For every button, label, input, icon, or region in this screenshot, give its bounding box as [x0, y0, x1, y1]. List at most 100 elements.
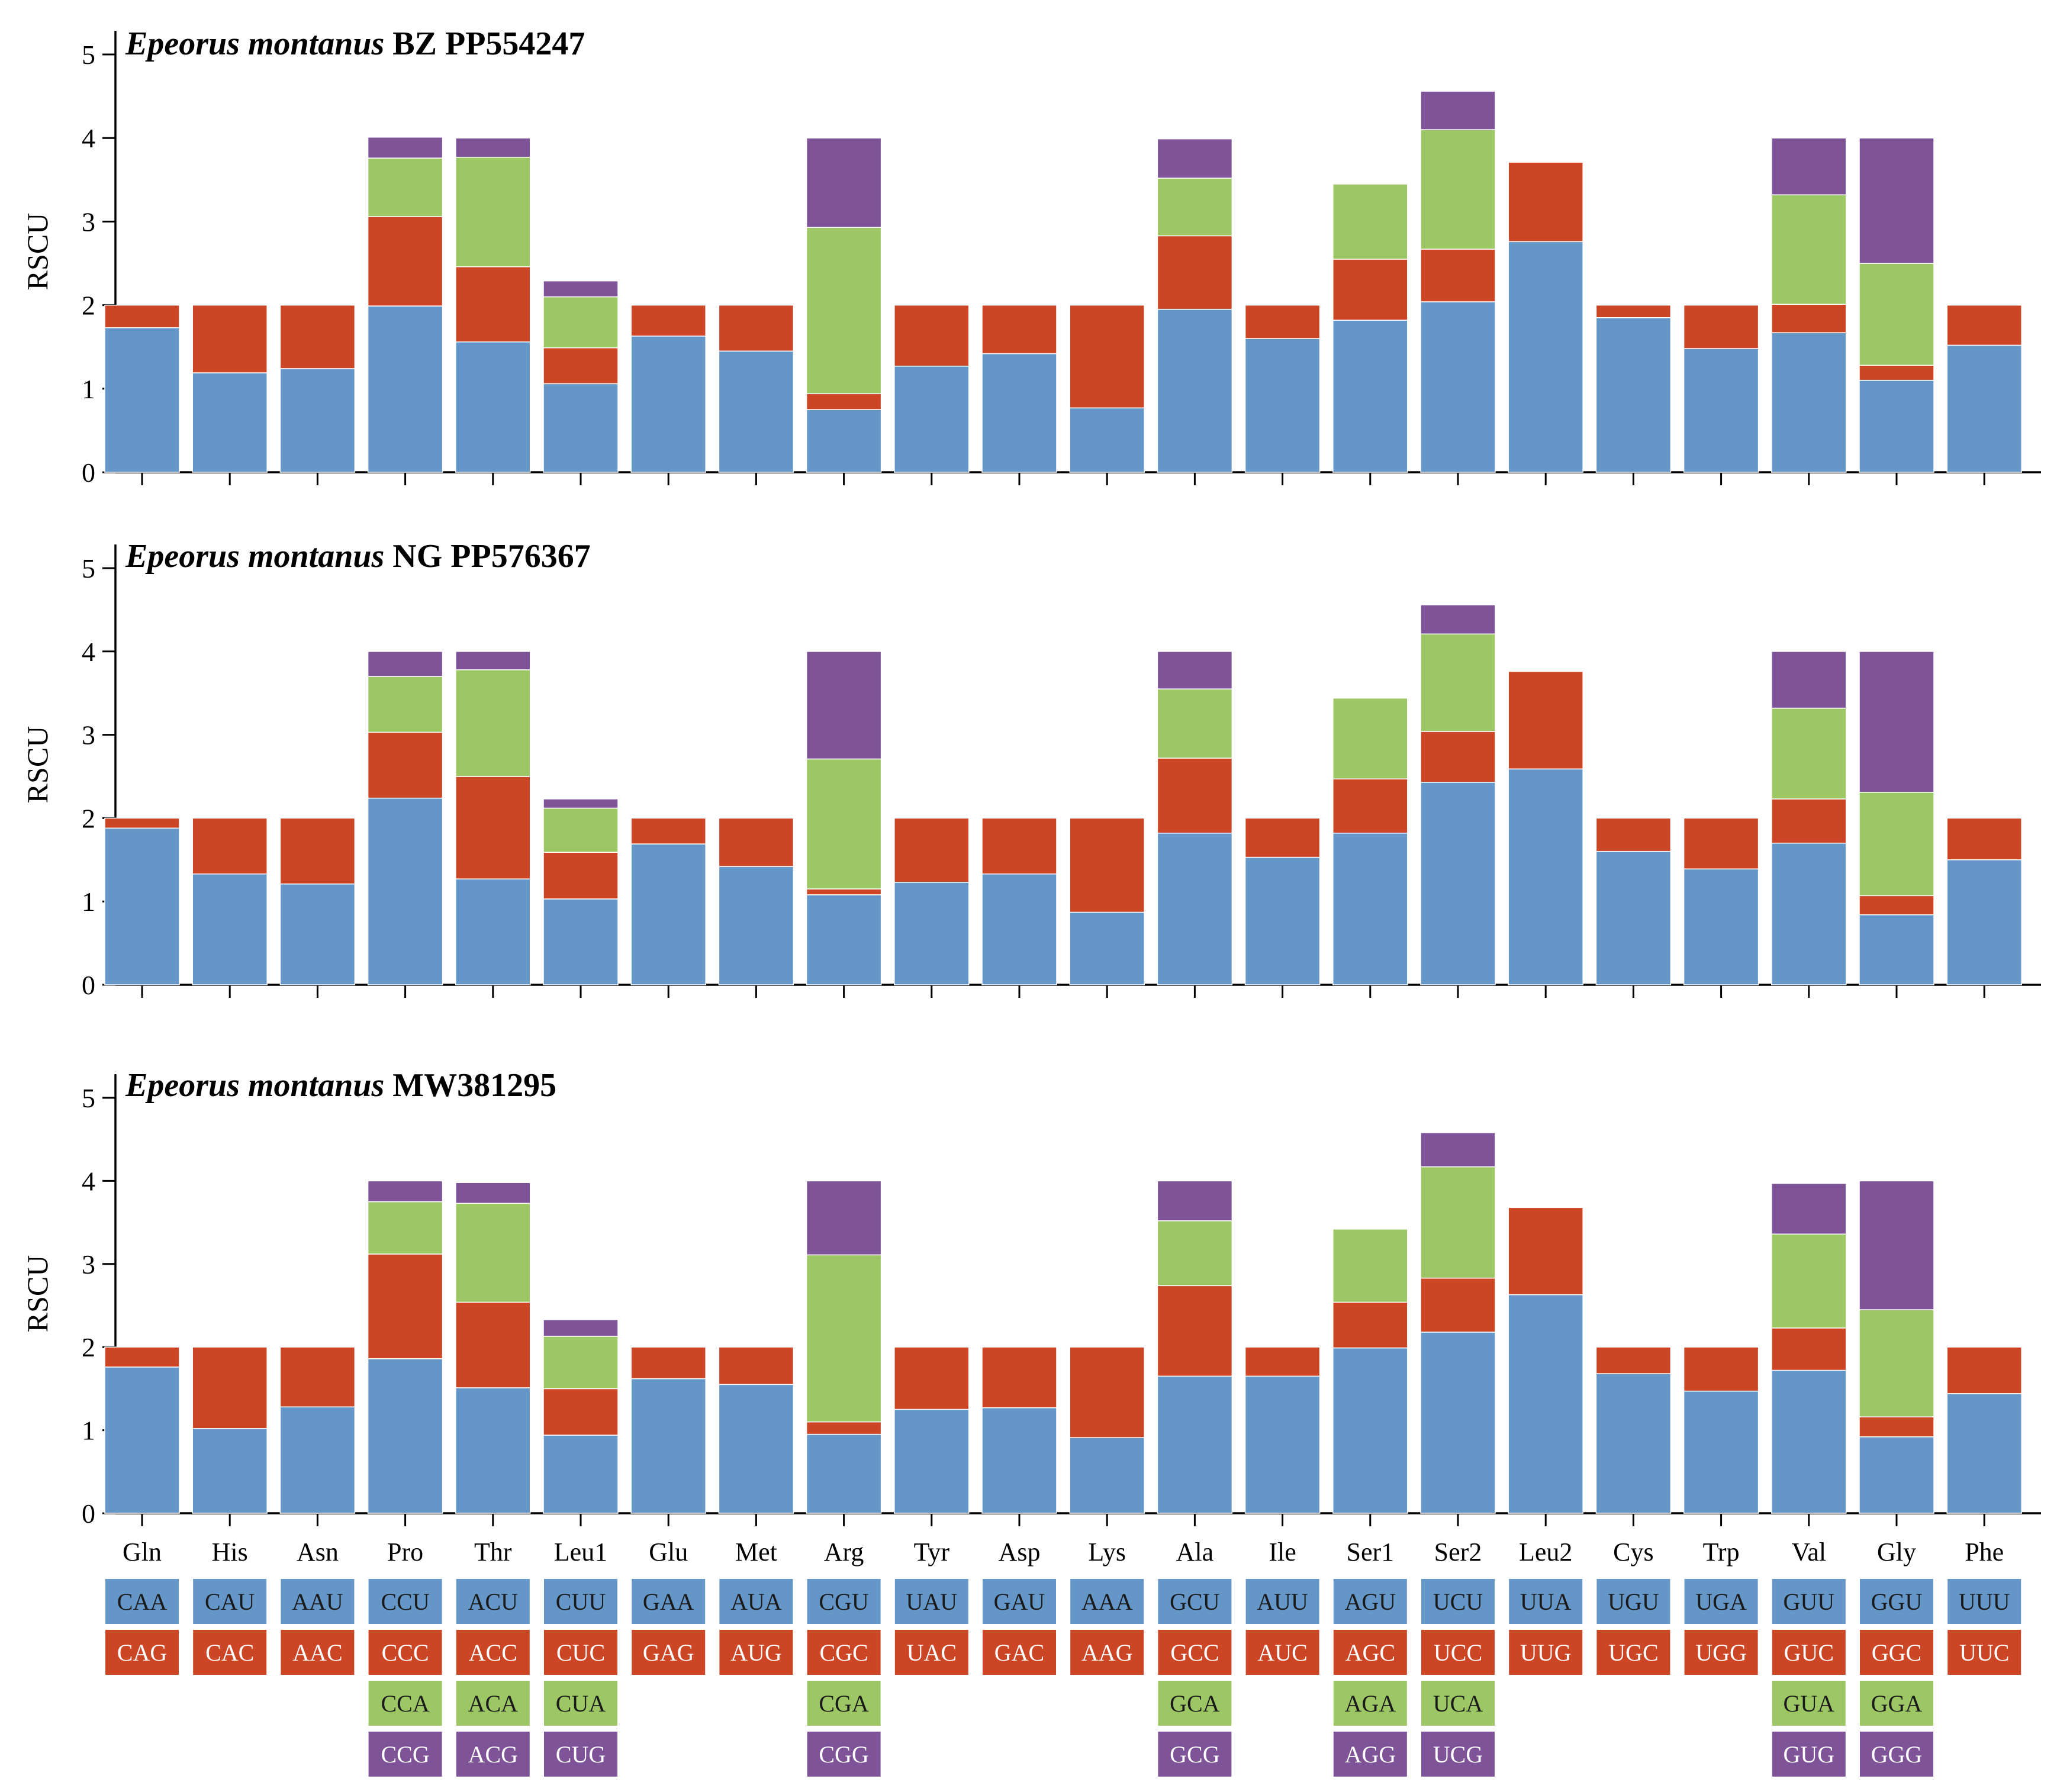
bar-trp-uga — [1683, 1390, 1759, 1514]
bar-pro-ccc — [367, 731, 443, 799]
legend-box-cag — [105, 1630, 179, 1675]
legend-box-aaa — [1070, 1579, 1144, 1624]
legend-codon-label: UCC — [1434, 1639, 1482, 1666]
title-accession: MW381295 — [384, 1067, 556, 1104]
legend-box-ucu — [1421, 1579, 1495, 1624]
bar-arg-cgu — [806, 1433, 882, 1514]
legend-codon-label: UUC — [1959, 1639, 2009, 1666]
bar-phe-uuu — [1946, 859, 2022, 985]
title-accession: BZ PP554247 — [384, 25, 585, 62]
legend-codon-label: UCU — [1433, 1588, 1483, 1615]
legend-box-aac — [281, 1630, 355, 1675]
bar-ser1-aga — [1332, 1229, 1408, 1303]
bar-cys-ugu — [1595, 850, 1672, 985]
legend-box-ggg — [1860, 1732, 1933, 1777]
y-tick-label: 0 — [82, 970, 95, 1000]
legend-box-cac — [193, 1630, 267, 1675]
legend-box-cgc — [807, 1630, 881, 1675]
legend-codon-label: CCA — [381, 1690, 429, 1717]
bar-ile-auu — [1244, 856, 1321, 985]
legend-codon-label: GGG — [1871, 1741, 1923, 1768]
bar-gly-gga — [1859, 1309, 1934, 1417]
bar-ser1-agc — [1332, 778, 1408, 834]
bar-val-gug — [1771, 1182, 1847, 1235]
bar-pro-ccu — [367, 1358, 443, 1514]
legend-codon-label: GUA — [1783, 1690, 1834, 1717]
bar-trp-uga — [1683, 868, 1759, 985]
bar-thr-acc — [455, 776, 531, 879]
bar-leu2-uua — [1508, 1294, 1583, 1514]
legend-codon-label: ACA — [468, 1690, 519, 1717]
legend-box-uca — [1421, 1681, 1495, 1726]
legend-box-cgg — [807, 1732, 881, 1777]
legend-codon-label: UGG — [1695, 1639, 1747, 1666]
bar-ala-gca — [1157, 1220, 1233, 1287]
bar-arg-cgu — [806, 894, 882, 985]
bar-asn-aau — [279, 368, 356, 473]
bar-ala-gca — [1157, 688, 1233, 759]
bar-glu-gaa — [630, 1378, 706, 1514]
legend-codon-label: ACU — [468, 1588, 519, 1615]
legend-box-gca — [1158, 1681, 1232, 1726]
bar-thr-acg — [455, 1182, 531, 1204]
bar-tyr-uau — [894, 1409, 970, 1514]
bar-phe-uuc — [1946, 817, 2022, 860]
legend-box-ugg — [1684, 1630, 1758, 1675]
bar-asn-aau — [279, 1406, 356, 1514]
legend-box-caa — [105, 1579, 179, 1624]
chart-panel-2: 0 1 2 3 4 5 RSCU Epeorus montanus NG PP576367 — [21, 538, 2041, 1000]
bar-val-gua — [1771, 707, 1847, 800]
bar-cys-ugc — [1595, 304, 1672, 318]
legend-box-uug — [1509, 1630, 1583, 1675]
bar-ser2-uca — [1420, 633, 1496, 732]
chart-title: Epeorus montanus MW381295 — [125, 1067, 556, 1104]
bar-ala-gcg — [1157, 138, 1233, 179]
bar-lys-aaa — [1069, 1437, 1145, 1514]
y-tick-label: 0 — [82, 457, 95, 488]
legend-codon-label: CGC — [819, 1639, 868, 1666]
legend-box-guc — [1772, 1630, 1846, 1675]
legend-codon-label: AAG — [1081, 1639, 1133, 1666]
bar-gly-ggg — [1859, 137, 1934, 264]
bar-val-gua — [1771, 194, 1847, 305]
category-label-ala: Ala — [1176, 1538, 1214, 1567]
y-tick-label: 5 — [82, 1083, 95, 1113]
chart-panel-1: 0 1 2 3 4 5 RSCU Epeorus montanus BZ PP554247 — [21, 25, 2041, 488]
y-tick-label: 3 — [82, 207, 95, 237]
bar-asp-gau — [981, 1407, 1057, 1514]
category-label-pro: Pro — [387, 1538, 423, 1567]
bar-ala-gcg — [1157, 651, 1233, 689]
category-label-asp: Asp — [999, 1538, 1041, 1567]
category-label-val: Val — [1791, 1538, 1826, 1567]
legend-codon-label: UGC — [1608, 1639, 1658, 1666]
legend-box-acu — [456, 1579, 530, 1624]
legend-box-agc — [1333, 1630, 1407, 1675]
bar-asp-gac — [981, 304, 1057, 354]
category-label-gln: Gln — [123, 1538, 162, 1567]
bar-leu1-cug — [543, 280, 619, 298]
bar-tyr-uac — [894, 1346, 970, 1410]
legend-codon-label: UAC — [907, 1639, 957, 1666]
y-tick-label: 1 — [82, 887, 95, 917]
legend-codon-label: CUC — [556, 1639, 605, 1666]
bar-thr-aca — [455, 1203, 531, 1303]
bar-pro-ccg — [367, 1180, 443, 1203]
y-tick-label: 1 — [82, 1416, 95, 1446]
bar-glu-gaa — [630, 336, 706, 473]
bar-pro-cca — [367, 676, 443, 733]
bar-pro-cca — [367, 157, 443, 217]
bar-arg-cgg — [806, 1180, 882, 1256]
bar-leu1-cuc — [543, 347, 619, 385]
category-label-ser1: Ser1 — [1346, 1538, 1394, 1567]
bar-val-guc — [1771, 1327, 1847, 1371]
bar-cys-ugc — [1595, 817, 1672, 852]
y-axis-label: RSCU — [21, 726, 54, 804]
bar-ser2-ucc — [1420, 249, 1496, 302]
bar-ile-auc — [1244, 1346, 1321, 1377]
bar-arg-cgc — [806, 393, 882, 410]
bar-tyr-uau — [894, 365, 970, 473]
legend-codon-label: CAU — [205, 1588, 255, 1615]
bar-leu1-cuu — [543, 1435, 619, 1514]
bar-leu2-uug — [1508, 671, 1583, 770]
